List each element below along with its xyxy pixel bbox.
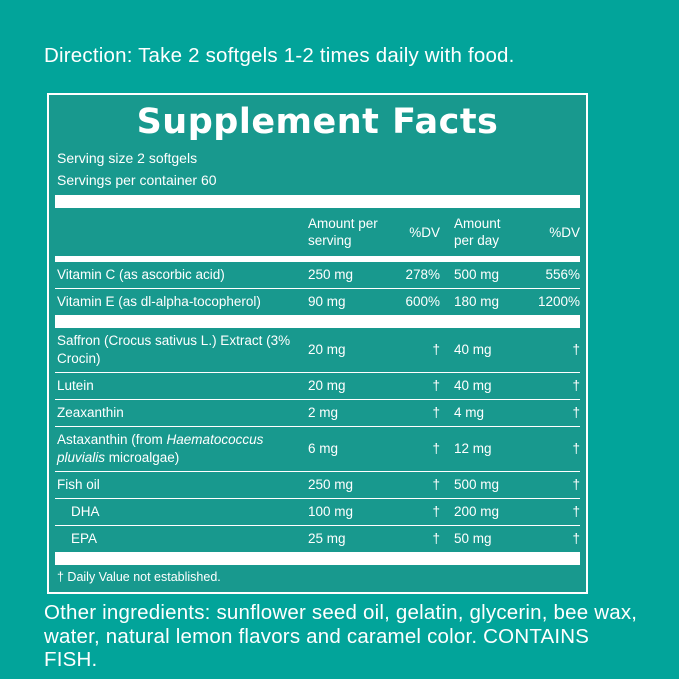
column-header-dv-day: %DV [549, 224, 580, 240]
thick-divider-top [55, 195, 580, 208]
amount-per-serving-value: 2 mg [308, 405, 339, 420]
column-header-dv-serving: %DV [409, 224, 440, 240]
amount-per-serving-value: 100 mg [308, 504, 354, 519]
dv-serving-value: † [432, 405, 440, 420]
nutrient-name: Zeaxanthin [57, 405, 124, 420]
column-header-amount-per-day: Amount per day [454, 216, 501, 248]
dv-day-value: † [572, 504, 580, 519]
amount-per-day-value: 500 mg [454, 477, 500, 492]
amount-per-day-value: 180 mg [454, 294, 500, 309]
dv-day-value: † [572, 477, 580, 492]
nutrient-name: EPA [71, 531, 98, 546]
medium-divider-header [55, 256, 580, 262]
dv-day-value: † [572, 405, 580, 420]
thick-divider [55, 315, 580, 328]
table-row: DHA 100 mg † 200 mg † [55, 499, 580, 526]
amount-per-serving-value: 6 mg [308, 441, 339, 456]
dv-day-value: † [572, 531, 580, 546]
dv-serving-value: † [432, 504, 440, 519]
amount-per-day-value: 40 mg [454, 342, 492, 357]
table-header: Amount per serving %DV Amount per day %D… [55, 208, 580, 256]
amount-per-day-value: 50 mg [454, 531, 492, 546]
amount-per-serving-value: 20 mg [308, 378, 346, 393]
footnote-text: † Daily Value not established. [57, 570, 221, 584]
table-row: Astaxanthin (from Haematococcus pluviali… [55, 427, 580, 472]
dv-serving-value: † [432, 441, 440, 456]
amount-per-day-value: 4 mg [454, 405, 485, 420]
table-row: EPA 25 mg † 50 mg † [55, 526, 580, 552]
amount-per-serving-value: 90 mg [308, 294, 346, 309]
thick-divider [55, 552, 580, 565]
column-header-amount-per-serving: Amount per serving [308, 216, 378, 248]
table-row: Fish oil 250 mg † 500 mg † [55, 472, 580, 499]
table-row: Lutein 20 mg † 40 mg † [55, 373, 580, 400]
dv-serving-value: † [432, 531, 440, 546]
dv-serving-value: † [432, 477, 440, 492]
dv-serving-value: † [432, 342, 440, 357]
dv-serving-value: † [432, 378, 440, 393]
supplement-facts-panel: Supplement Facts Serving size 2 softgels… [47, 93, 588, 594]
table-row: Vitamin E (as dl-alpha-tocopherol) 90 mg 6… [55, 289, 580, 315]
servings-per-container-text: Servings per container 60 [57, 172, 217, 188]
amount-per-day-value: 40 mg [454, 378, 492, 393]
amount-per-serving-value: 25 mg [308, 531, 346, 546]
direction-text: Direction: Take 2 softgels 1-2 times dai… [44, 44, 515, 67]
serving-size-text: Serving size 2 softgels [57, 150, 198, 166]
dv-day-value: † [572, 342, 580, 357]
dv-day-value: † [572, 378, 580, 393]
table-row: Zeaxanthin 2 mg † 4 mg † [55, 400, 580, 427]
nutrient-name: DHA [71, 504, 100, 519]
nutrient-name: Saffron (Crocus sativus L.) Extract (3% … [57, 333, 291, 366]
amount-per-day-value: 200 mg [454, 504, 500, 519]
table-row: Saffron (Crocus sativus L.) Extract (3% … [55, 328, 580, 373]
amount-per-serving-value: 20 mg [308, 342, 346, 357]
dv-serving-value: 600% [405, 294, 440, 309]
other-ingredients-text: Other ingredients: sunflower seed oil, g… [44, 601, 638, 671]
nutrient-rows: Vitamin C (as ascorbic acid) 250 mg 278% 50… [55, 262, 580, 565]
nutrient-name: Lutein [57, 378, 94, 393]
nutrient-name: Vitamin C (as ascorbic acid) [57, 267, 225, 282]
amount-per-day-value: 500 mg [454, 267, 500, 282]
amount-per-serving-value: 250 mg [308, 267, 354, 282]
dv-day-value: 556% [545, 267, 580, 282]
table-row: Vitamin C (as ascorbic acid) 250 mg 278% 50… [55, 262, 580, 289]
nutrient-name: Vitamin E (as dl-alpha-tocopherol) [57, 294, 261, 309]
dv-day-value: 1200% [537, 294, 580, 309]
amount-per-day-value: 12 mg [454, 441, 492, 456]
amount-per-serving-value: 250 mg [308, 477, 354, 492]
dv-day-value: † [572, 441, 580, 456]
supplement-facts-title: Supplement Facts [136, 102, 499, 142]
nutrient-name: Fish oil [57, 477, 100, 492]
dv-serving-value: 278% [405, 267, 440, 282]
nutrient-name: Astaxanthin (from Haematococcus pluviali… [57, 432, 264, 465]
